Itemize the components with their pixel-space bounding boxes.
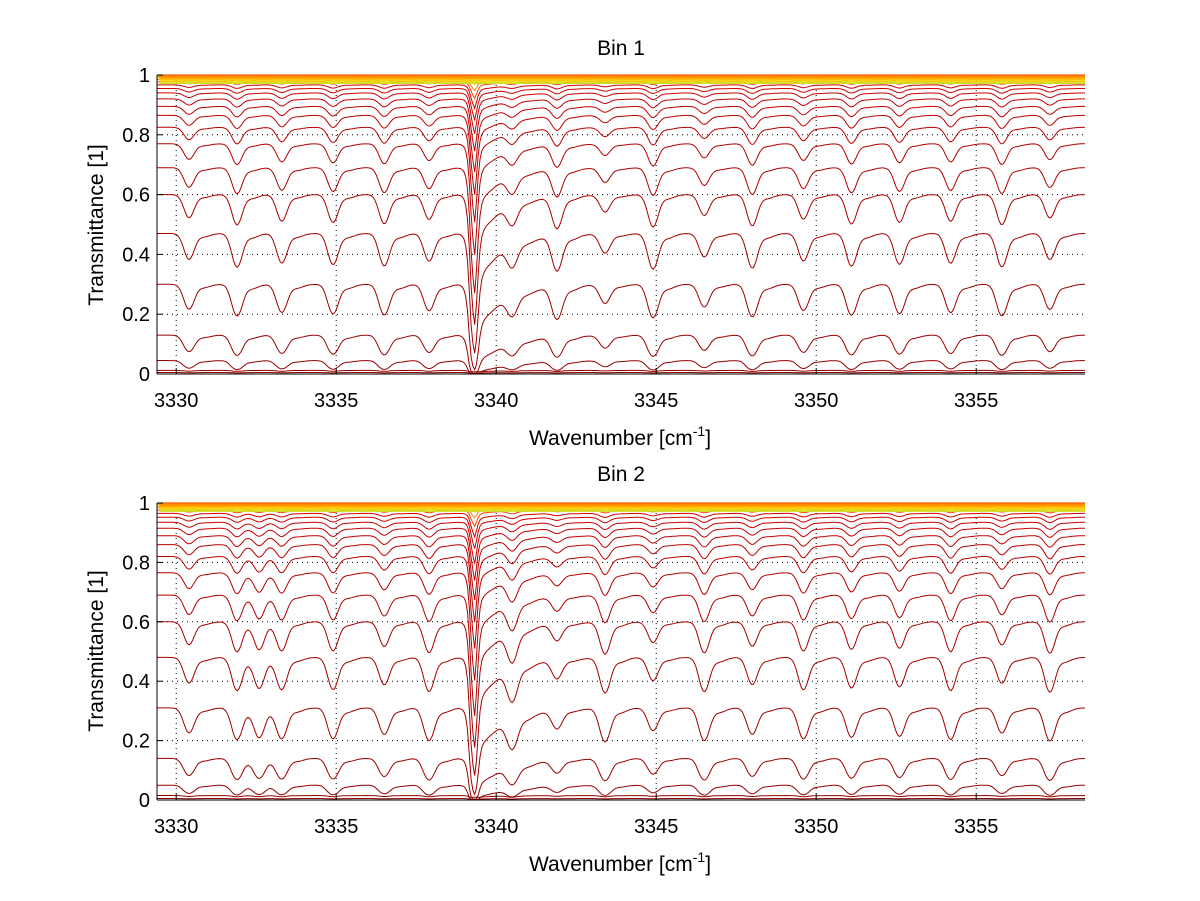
axes: 3330 3335 3340 3345 3350 3355 0 0.2 0.4 0.6 0.8 1 <box>122 65 1085 412</box>
series-line <box>157 283 1086 371</box>
series-lines <box>157 74 1086 375</box>
series-line <box>157 621 1086 748</box>
chart-title: Bin 2 <box>597 463 645 486</box>
x-tick-label: 3355 <box>954 816 999 838</box>
series-line <box>157 360 1085 375</box>
series-line <box>157 143 1085 256</box>
y-tick-label: 0.4 <box>122 671 150 693</box>
series-line <box>157 512 1085 539</box>
series-line <box>157 233 1085 354</box>
series-line <box>157 369 1085 373</box>
y-tick-label: 0.2 <box>122 731 150 753</box>
y-tick-label: 0.8 <box>122 125 150 147</box>
x-tick-label: 3330 <box>154 816 199 838</box>
y-tick-label: 0.6 <box>122 185 150 207</box>
series-line <box>157 167 1085 294</box>
series-line <box>157 535 1085 601</box>
y-axis-label: Transmittance [1] <box>85 144 108 305</box>
series-line <box>157 556 1085 649</box>
y-tick-label: 0.2 <box>122 304 150 326</box>
series-line <box>157 572 1085 681</box>
y-tick-label: 0.4 <box>122 244 150 266</box>
series-line <box>157 105 1085 172</box>
series-line <box>157 794 1085 798</box>
series-line <box>157 521 1085 564</box>
series-line <box>157 126 1086 223</box>
x-tick-label: 3330 <box>154 390 199 412</box>
chart-bin-1: Bin 1 3330 3335 3340 3345 3350 3355 0 0.2 0.4 0.6… <box>85 37 1086 450</box>
x-axis-label: Wavenumber [cm-1] <box>529 849 711 876</box>
series-line <box>157 656 1085 776</box>
series-line <box>157 372 1085 374</box>
y-tick-label: 0 <box>139 790 150 812</box>
series-line <box>157 84 1085 110</box>
x-axis-label: Wavenumber [cm-1] <box>529 423 711 450</box>
series-line <box>157 194 1086 325</box>
x-tick-label: 3345 <box>634 390 679 412</box>
series-line <box>157 92 1086 134</box>
y-tick-label: 1 <box>139 493 150 515</box>
series-lines <box>157 502 1086 801</box>
axes: 3330 3335 3340 3345 3350 3355 0 0.2 0.4 0.6 0.8 1 <box>122 493 1085 838</box>
series-line <box>157 544 1085 623</box>
x-tick-label: 3335 <box>314 390 359 412</box>
x-tick-label: 3340 <box>474 390 519 412</box>
y-tick-label: 0.6 <box>122 612 150 634</box>
series-line <box>157 784 1085 801</box>
series-line <box>157 334 1085 375</box>
y-tick-label: 0 <box>139 364 150 386</box>
y-axis-label: Transmittance [1] <box>85 570 108 731</box>
series-line <box>157 594 1085 716</box>
series-line <box>157 98 1085 152</box>
series-line <box>157 798 1085 800</box>
x-tick-label: 3350 <box>794 816 839 838</box>
chart-bin-2: Bin 2 3330 3335 3340 3345 3350 3355 0 0.2 0.4 0.6… <box>85 463 1086 876</box>
x-tick-label: 3340 <box>474 816 519 838</box>
series-line <box>157 527 1085 581</box>
chart-title: Bin 1 <box>597 37 645 60</box>
series-line <box>157 516 1085 549</box>
x-tick-label: 3355 <box>954 390 999 412</box>
series-line <box>157 757 1085 801</box>
series-line <box>157 87 1085 122</box>
x-tick-label: 3350 <box>794 390 839 412</box>
series-line <box>157 114 1085 195</box>
y-tick-label: 0.8 <box>122 552 150 574</box>
series-line <box>157 707 1085 796</box>
x-tick-label: 3345 <box>634 816 679 838</box>
y-tick-label: 1 <box>139 65 150 87</box>
x-tick-label: 3335 <box>314 816 359 838</box>
